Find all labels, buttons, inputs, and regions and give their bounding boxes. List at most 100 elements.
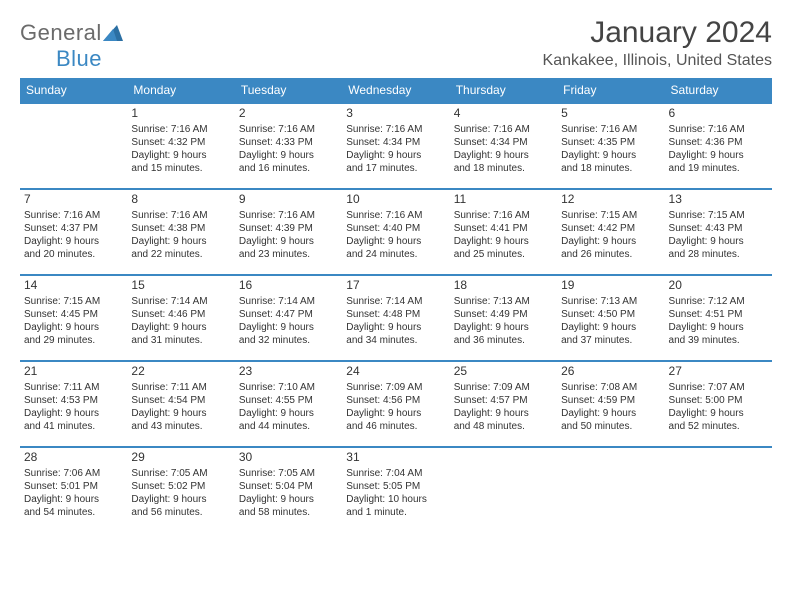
calendar-cell: 22Sunrise: 7:11 AMSunset: 4:54 PMDayligh… (127, 361, 234, 447)
sunset-text: Sunset: 4:50 PM (561, 308, 660, 321)
daylight-text: and 46 minutes. (346, 420, 445, 433)
sunset-text: Sunset: 4:33 PM (239, 136, 338, 149)
sunrise-text: Sunrise: 7:05 AM (131, 467, 230, 480)
sunrise-text: Sunrise: 7:16 AM (131, 209, 230, 222)
daylight-text: and 44 minutes. (239, 420, 338, 433)
day-header: Sunday (20, 78, 127, 103)
sunset-text: Sunset: 4:43 PM (669, 222, 768, 235)
calendar-cell: 25Sunrise: 7:09 AMSunset: 4:57 PMDayligh… (450, 361, 557, 447)
daylight-text: Daylight: 9 hours (561, 235, 660, 248)
daylight-text: and 18 minutes. (561, 162, 660, 175)
calendar-body: 1Sunrise: 7:16 AMSunset: 4:32 PMDaylight… (20, 103, 772, 533)
daylight-text: Daylight: 9 hours (346, 321, 445, 334)
daylight-text: Daylight: 9 hours (561, 321, 660, 334)
daylight-text: Daylight: 9 hours (454, 321, 553, 334)
calendar-cell: 16Sunrise: 7:14 AMSunset: 4:47 PMDayligh… (235, 275, 342, 361)
daylight-text: Daylight: 9 hours (131, 407, 230, 420)
sunset-text: Sunset: 4:42 PM (561, 222, 660, 235)
sunset-text: Sunset: 4:47 PM (239, 308, 338, 321)
day-number: 7 (24, 192, 123, 208)
sunrise-text: Sunrise: 7:11 AM (24, 381, 123, 394)
daylight-text: Daylight: 9 hours (131, 321, 230, 334)
day-number: 14 (24, 278, 123, 294)
sunrise-text: Sunrise: 7:15 AM (561, 209, 660, 222)
calendar-cell: 7Sunrise: 7:16 AMSunset: 4:37 PMDaylight… (20, 189, 127, 275)
day-number: 18 (454, 278, 553, 294)
title-block: January 2024 Kankakee, Illinois, United … (543, 16, 772, 70)
sunrise-text: Sunrise: 7:04 AM (346, 467, 445, 480)
calendar-cell: 24Sunrise: 7:09 AMSunset: 4:56 PMDayligh… (342, 361, 449, 447)
calendar-cell: 26Sunrise: 7:08 AMSunset: 4:59 PMDayligh… (557, 361, 664, 447)
calendar-week-row: 21Sunrise: 7:11 AMSunset: 4:53 PMDayligh… (20, 361, 772, 447)
daylight-text: Daylight: 9 hours (24, 235, 123, 248)
day-number: 10 (346, 192, 445, 208)
sunset-text: Sunset: 4:32 PM (131, 136, 230, 149)
calendar-cell: 4Sunrise: 7:16 AMSunset: 4:34 PMDaylight… (450, 103, 557, 189)
sunset-text: Sunset: 4:55 PM (239, 394, 338, 407)
daylight-text: Daylight: 9 hours (454, 235, 553, 248)
header: General Blue January 2024 Kankakee, Illi… (20, 16, 772, 72)
calendar-cell: 20Sunrise: 7:12 AMSunset: 4:51 PMDayligh… (665, 275, 772, 361)
daylight-text: Daylight: 9 hours (561, 407, 660, 420)
sunset-text: Sunset: 4:34 PM (454, 136, 553, 149)
daylight-text: Daylight: 9 hours (346, 149, 445, 162)
sunrise-text: Sunrise: 7:16 AM (561, 123, 660, 136)
sunrise-text: Sunrise: 7:16 AM (346, 209, 445, 222)
day-number: 6 (669, 106, 768, 122)
calendar-table: SundayMondayTuesdayWednesdayThursdayFrid… (20, 78, 772, 533)
sunrise-text: Sunrise: 7:10 AM (239, 381, 338, 394)
day-number: 11 (454, 192, 553, 208)
sunset-text: Sunset: 5:01 PM (24, 480, 123, 493)
calendar-header-row: SundayMondayTuesdayWednesdayThursdayFrid… (20, 78, 772, 103)
sunrise-text: Sunrise: 7:16 AM (669, 123, 768, 136)
day-number: 23 (239, 364, 338, 380)
sunset-text: Sunset: 4:56 PM (346, 394, 445, 407)
daylight-text: and 31 minutes. (131, 334, 230, 347)
calendar-cell: 28Sunrise: 7:06 AMSunset: 5:01 PMDayligh… (20, 447, 127, 533)
day-number: 9 (239, 192, 338, 208)
day-number: 19 (561, 278, 660, 294)
daylight-text: Daylight: 9 hours (239, 321, 338, 334)
sunrise-text: Sunrise: 7:08 AM (561, 381, 660, 394)
daylight-text: and 56 minutes. (131, 506, 230, 519)
day-number: 30 (239, 450, 338, 466)
sunset-text: Sunset: 4:48 PM (346, 308, 445, 321)
sunrise-text: Sunrise: 7:12 AM (669, 295, 768, 308)
sunrise-text: Sunrise: 7:09 AM (454, 381, 553, 394)
calendar-week-row: 1Sunrise: 7:16 AMSunset: 4:32 PMDaylight… (20, 103, 772, 189)
sunset-text: Sunset: 5:04 PM (239, 480, 338, 493)
day-number: 3 (346, 106, 445, 122)
sunrise-text: Sunrise: 7:09 AM (346, 381, 445, 394)
day-number: 15 (131, 278, 230, 294)
calendar-cell: 13Sunrise: 7:15 AMSunset: 4:43 PMDayligh… (665, 189, 772, 275)
calendar-cell: 9Sunrise: 7:16 AMSunset: 4:39 PMDaylight… (235, 189, 342, 275)
daylight-text: Daylight: 9 hours (346, 235, 445, 248)
calendar-cell (20, 103, 127, 189)
calendar-cell: 6Sunrise: 7:16 AMSunset: 4:36 PMDaylight… (665, 103, 772, 189)
sunrise-text: Sunrise: 7:13 AM (561, 295, 660, 308)
daylight-text: Daylight: 9 hours (131, 149, 230, 162)
day-number: 12 (561, 192, 660, 208)
calendar-cell: 10Sunrise: 7:16 AMSunset: 4:40 PMDayligh… (342, 189, 449, 275)
calendar-cell: 11Sunrise: 7:16 AMSunset: 4:41 PMDayligh… (450, 189, 557, 275)
daylight-text: Daylight: 9 hours (24, 407, 123, 420)
daylight-text: and 22 minutes. (131, 248, 230, 261)
day-number: 4 (454, 106, 553, 122)
daylight-text: Daylight: 9 hours (239, 235, 338, 248)
sunrise-text: Sunrise: 7:11 AM (131, 381, 230, 394)
calendar-cell: 29Sunrise: 7:05 AMSunset: 5:02 PMDayligh… (127, 447, 234, 533)
day-number: 5 (561, 106, 660, 122)
daylight-text: and 17 minutes. (346, 162, 445, 175)
sunset-text: Sunset: 4:35 PM (561, 136, 660, 149)
daylight-text: Daylight: 9 hours (131, 493, 230, 506)
daylight-text: Daylight: 9 hours (239, 493, 338, 506)
calendar-cell: 5Sunrise: 7:16 AMSunset: 4:35 PMDaylight… (557, 103, 664, 189)
daylight-text: and 43 minutes. (131, 420, 230, 433)
sunrise-text: Sunrise: 7:14 AM (239, 295, 338, 308)
sunrise-text: Sunrise: 7:16 AM (239, 209, 338, 222)
day-number: 27 (669, 364, 768, 380)
sunrise-text: Sunrise: 7:07 AM (669, 381, 768, 394)
calendar-cell: 30Sunrise: 7:05 AMSunset: 5:04 PMDayligh… (235, 447, 342, 533)
day-number: 25 (454, 364, 553, 380)
daylight-text: Daylight: 9 hours (669, 149, 768, 162)
